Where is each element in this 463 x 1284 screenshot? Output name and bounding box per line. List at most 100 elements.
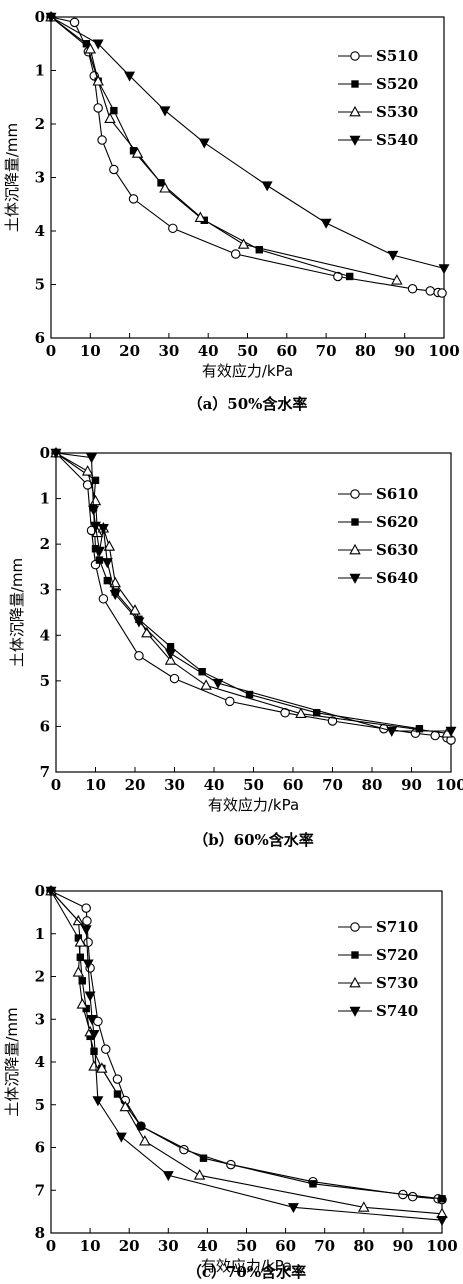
- series-line-S720: [50, 890, 443, 1200]
- data-point-S710: [100, 1044, 111, 1054]
- data-point-S740: [162, 1171, 174, 1182]
- x-tick-label: 30: [164, 776, 185, 794]
- x-tick-label: 80: [353, 1237, 374, 1255]
- y-tick-label: 3: [35, 1010, 45, 1028]
- data-point-S630: [164, 654, 177, 665]
- data-point-S740: [86, 1015, 98, 1026]
- x-tick-label: 10: [80, 1237, 101, 1255]
- data-point-S730: [193, 1169, 206, 1180]
- y-tick-label: 7: [35, 1181, 45, 1199]
- data-point-S720: [90, 1047, 98, 1056]
- data-point-S640: [101, 558, 113, 569]
- x-tick-label: 50: [243, 776, 264, 794]
- x-tick-label: 60: [276, 342, 297, 360]
- legend-label-S740: S740: [376, 1002, 418, 1020]
- data-point-S610: [225, 696, 235, 707]
- data-point-S540: [198, 138, 210, 149]
- chart-panel-1: 0 10 20 30 40 50 60 70 80 90 100 0 1 2 3 4 5 6 7 有效应力/kPa 土体…: [8, 444, 463, 849]
- data-point-S630: [129, 604, 141, 615]
- x-tick-label: 90: [401, 776, 422, 794]
- y-tick-label: 3: [40, 581, 50, 599]
- data-point-S610: [98, 594, 109, 604]
- data-point-S540: [45, 12, 57, 23]
- data-point-S740: [436, 1215, 448, 1227]
- legend-marker-S630: [349, 543, 361, 555]
- data-point-S640: [133, 617, 145, 628]
- data-point-S540: [159, 106, 171, 117]
- y-tick-label: 8: [35, 1224, 45, 1242]
- y-tick-label: 7: [40, 763, 50, 781]
- data-point-S710: [112, 1074, 123, 1084]
- x-tick-label: 30: [158, 342, 179, 360]
- data-point-S530: [84, 42, 97, 54]
- data-point-S510: [97, 135, 107, 145]
- y-tick-label: 0: [35, 8, 45, 26]
- data-point-S540: [320, 218, 332, 229]
- x-axis-label: 有效应力/kPa: [202, 362, 293, 380]
- series-line-S710: [50, 890, 443, 1201]
- data-point-S640: [97, 523, 109, 535]
- data-point-S740: [92, 1096, 104, 1107]
- data-point-S730: [74, 936, 87, 947]
- data-point-S540: [92, 39, 104, 50]
- data-point-S740: [88, 1030, 100, 1041]
- x-tick-label: 0: [46, 342, 56, 360]
- x-tick-label: 70: [316, 342, 337, 360]
- series-line-S520: [50, 16, 350, 278]
- x-tick-label: 20: [119, 342, 140, 360]
- data-point-S620: [95, 556, 104, 564]
- data-point-S530: [159, 182, 171, 193]
- data-point-S510: [333, 271, 343, 282]
- x-tick-label: 30: [158, 1237, 179, 1255]
- data-point-S510: [69, 17, 80, 28]
- data-point-S510: [230, 249, 241, 259]
- x-tick-label: 100: [426, 1237, 457, 1255]
- legend-label-S520: S520: [376, 75, 418, 93]
- chart-panel-0: 0 10 20 30 40 50 60 70 80 90 100 0 1 2 3 4 5 6 有效应力/kPa 土体沉…: [3, 8, 460, 413]
- y-tick-label: 0: [40, 444, 50, 462]
- data-point-S720: [76, 953, 85, 961]
- data-point-S720: [78, 977, 86, 985]
- x-axis-label: 有效应力/kPa: [208, 796, 299, 814]
- data-point-S630: [81, 465, 94, 476]
- data-point-S640: [165, 649, 177, 660]
- plot-frame: [50, 890, 443, 1234]
- data-point-S540: [438, 264, 450, 275]
- x-tick-label: 80: [355, 342, 376, 360]
- y-tick-label: 6: [40, 717, 50, 735]
- legend-marker-S720: [351, 951, 359, 959]
- data-point-S540: [124, 71, 136, 82]
- data-point-S540: [261, 181, 273, 192]
- chart-caption: （c）70%含水率: [187, 1263, 306, 1281]
- y-axis-label: 土体沉降量/mm: [3, 1007, 21, 1116]
- x-tick-label: 100: [435, 776, 463, 794]
- legend-marker-S530: [349, 105, 361, 117]
- legend-label-S730: S730: [376, 974, 418, 992]
- legend-marker-S520: [351, 80, 359, 88]
- data-point-S530: [194, 211, 207, 222]
- data-point-S510: [168, 223, 178, 234]
- y-tick-label: 3: [35, 169, 45, 187]
- data-point-S640: [212, 678, 224, 689]
- x-tick-label: 90: [394, 342, 415, 360]
- data-point-S740: [115, 1132, 127, 1143]
- data-point-S740: [287, 1203, 299, 1214]
- x-tick-label: 0: [46, 1237, 56, 1255]
- y-tick-label: 5: [35, 1096, 45, 1114]
- x-tick-label: 90: [392, 1237, 413, 1255]
- data-point-S640: [90, 521, 101, 532]
- data-point-S720: [137, 1122, 145, 1130]
- plot-frame: [50, 16, 445, 339]
- x-tick-label: 100: [428, 342, 459, 360]
- data-point-S520: [110, 106, 118, 115]
- x-tick-label: 70: [314, 1237, 335, 1255]
- legend-label-S530: S530: [376, 103, 418, 121]
- data-point-S740: [84, 991, 96, 1002]
- data-point-S710: [82, 916, 92, 926]
- data-point-S530: [92, 75, 104, 86]
- data-point-S620: [103, 576, 112, 585]
- data-point-S510: [437, 288, 447, 298]
- y-axis-label: 土体沉降量/mm: [3, 123, 21, 232]
- data-point-S740: [45, 886, 57, 897]
- legend-marker-S620: [351, 518, 359, 526]
